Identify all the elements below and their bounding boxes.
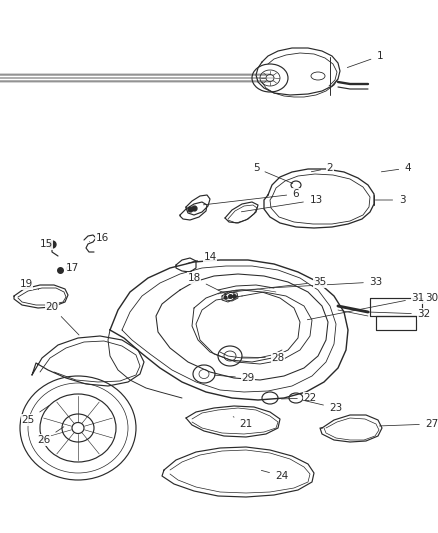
Text: 27: 27: [379, 419, 438, 429]
Text: 26: 26: [37, 427, 64, 445]
Text: 3: 3: [375, 195, 405, 205]
Text: 5: 5: [253, 163, 293, 183]
Text: 19: 19: [19, 279, 39, 289]
Text: 4: 4: [381, 163, 411, 173]
Text: 31: 31: [307, 293, 424, 320]
Text: 15: 15: [39, 239, 55, 249]
Text: 33: 33: [269, 277, 383, 288]
Text: 1: 1: [347, 51, 383, 68]
Text: 24: 24: [261, 470, 289, 481]
Text: 25: 25: [21, 406, 49, 425]
Text: 28: 28: [241, 353, 285, 363]
Text: 18: 18: [187, 273, 227, 294]
Text: 32: 32: [369, 309, 431, 319]
Text: 17: 17: [65, 263, 79, 273]
Text: 20: 20: [46, 302, 79, 335]
Text: 13: 13: [241, 195, 323, 212]
Text: 14: 14: [186, 252, 217, 264]
Text: 29: 29: [214, 373, 254, 383]
Text: 22: 22: [281, 393, 317, 403]
Text: 6: 6: [203, 189, 299, 205]
Text: 35: 35: [233, 277, 327, 292]
Text: 30: 30: [423, 293, 438, 303]
Text: 16: 16: [89, 233, 109, 243]
Text: 21: 21: [233, 417, 253, 429]
Text: 23: 23: [304, 400, 343, 413]
Text: 2: 2: [311, 163, 333, 173]
